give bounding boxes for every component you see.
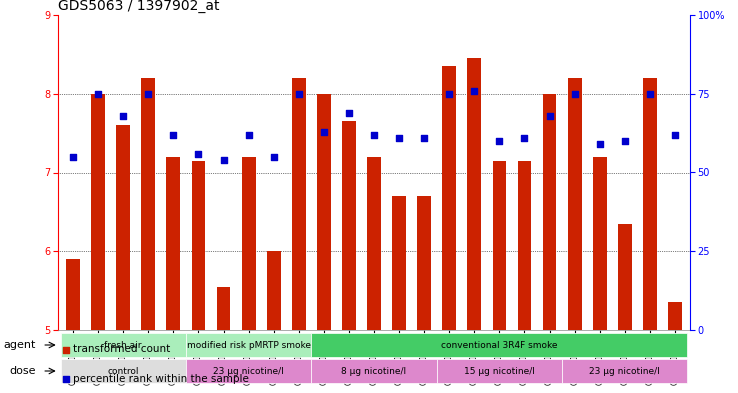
Point bbox=[243, 132, 255, 138]
Bar bbox=[317, 94, 331, 330]
Bar bbox=[61, 358, 186, 384]
Point bbox=[92, 91, 104, 97]
Bar bbox=[517, 161, 531, 330]
Bar bbox=[568, 78, 582, 330]
Point bbox=[644, 91, 656, 97]
Point bbox=[60, 375, 72, 382]
Bar bbox=[311, 358, 437, 384]
Point bbox=[318, 129, 330, 135]
Bar bbox=[593, 157, 607, 330]
Text: transformed count: transformed count bbox=[73, 345, 170, 354]
Point bbox=[368, 132, 380, 138]
Point bbox=[569, 91, 581, 97]
Point bbox=[393, 135, 405, 141]
Point bbox=[519, 135, 531, 141]
Bar bbox=[342, 121, 356, 330]
Bar bbox=[142, 78, 155, 330]
Text: GDS5063 / 1397902_at: GDS5063 / 1397902_at bbox=[58, 0, 219, 13]
Bar bbox=[186, 332, 311, 358]
Bar bbox=[542, 94, 556, 330]
Point bbox=[193, 151, 204, 157]
Point bbox=[293, 91, 305, 97]
Point bbox=[619, 138, 631, 144]
Point bbox=[67, 154, 79, 160]
Point bbox=[444, 91, 455, 97]
Text: agent: agent bbox=[4, 340, 36, 350]
Bar bbox=[311, 332, 688, 358]
Bar bbox=[618, 224, 632, 330]
Point bbox=[544, 113, 556, 119]
Bar bbox=[562, 358, 688, 384]
Bar bbox=[192, 161, 205, 330]
Bar bbox=[467, 58, 481, 330]
Text: fresh air: fresh air bbox=[105, 340, 142, 349]
Bar bbox=[186, 358, 311, 384]
Point bbox=[343, 110, 355, 116]
Bar bbox=[392, 196, 406, 330]
Bar bbox=[492, 161, 506, 330]
Point bbox=[418, 135, 430, 141]
Point bbox=[117, 113, 129, 119]
Bar bbox=[92, 94, 105, 330]
Bar bbox=[61, 332, 186, 358]
Text: 23 µg nicotine/l: 23 µg nicotine/l bbox=[213, 367, 284, 375]
Point bbox=[494, 138, 506, 144]
Text: percentile rank within the sample: percentile rank within the sample bbox=[73, 373, 249, 384]
Bar bbox=[668, 303, 682, 330]
Bar bbox=[417, 196, 431, 330]
Bar bbox=[66, 259, 80, 330]
Text: 23 µg nicotine/l: 23 µg nicotine/l bbox=[590, 367, 661, 375]
Bar bbox=[643, 78, 657, 330]
Text: control: control bbox=[108, 367, 139, 375]
Point bbox=[469, 88, 480, 94]
Text: 8 µg nicotine/l: 8 µg nicotine/l bbox=[342, 367, 407, 375]
Text: 15 µg nicotine/l: 15 µg nicotine/l bbox=[464, 367, 535, 375]
Bar bbox=[167, 157, 180, 330]
Point bbox=[268, 154, 280, 160]
Point bbox=[142, 91, 154, 97]
Bar bbox=[367, 157, 381, 330]
Bar bbox=[437, 358, 562, 384]
Point bbox=[60, 346, 72, 353]
Point bbox=[168, 132, 179, 138]
Point bbox=[594, 141, 606, 147]
Text: conventional 3R4F smoke: conventional 3R4F smoke bbox=[441, 340, 558, 349]
Point bbox=[218, 157, 230, 163]
Bar bbox=[442, 66, 456, 330]
Bar bbox=[217, 286, 230, 330]
Text: modified risk pMRTP smoke: modified risk pMRTP smoke bbox=[187, 340, 311, 349]
Bar bbox=[292, 78, 306, 330]
Bar bbox=[242, 157, 255, 330]
Bar bbox=[266, 251, 280, 330]
Point bbox=[669, 132, 681, 138]
Text: dose: dose bbox=[10, 366, 36, 376]
Bar bbox=[117, 125, 130, 330]
